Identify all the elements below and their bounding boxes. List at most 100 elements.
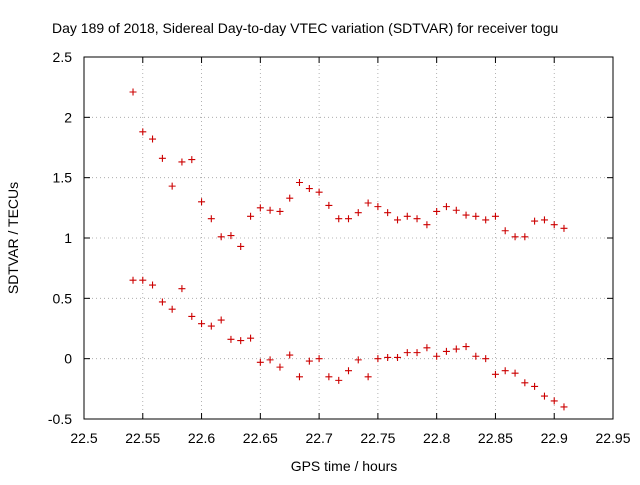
data-point	[384, 209, 392, 217]
data-point	[266, 206, 274, 214]
data-point	[423, 221, 431, 229]
chart-title: Day 189 of 2018, Sidereal Day-to-day VTE…	[52, 20, 558, 36]
data-point	[345, 367, 352, 375]
data-point	[345, 215, 352, 223]
x-tick-label: 22.55	[125, 430, 160, 446]
data-point	[540, 392, 548, 400]
data-point	[482, 355, 490, 363]
data-point	[462, 211, 470, 219]
data-point	[188, 312, 196, 320]
data-point	[335, 376, 343, 384]
data-point	[452, 206, 460, 214]
data-point	[178, 158, 186, 166]
series-lower	[129, 276, 568, 411]
axis-ticks	[83, 56, 614, 420]
data-point	[305, 185, 313, 193]
data-point	[491, 212, 499, 220]
data-point	[315, 355, 323, 363]
data-point	[413, 215, 421, 223]
data-point	[531, 382, 539, 390]
data-point	[442, 347, 450, 355]
data-point	[413, 349, 421, 357]
data-point	[501, 227, 509, 235]
y-tick-label: 0.5	[53, 290, 73, 306]
data-point	[149, 281, 157, 289]
series-upper	[129, 88, 568, 250]
y-tick-label: 1	[64, 230, 72, 246]
y-axis-label: SDTVAR / TECUs	[5, 182, 21, 294]
data-point	[472, 212, 480, 220]
data-point	[433, 207, 441, 215]
data-points	[129, 88, 568, 411]
data-point	[521, 379, 529, 387]
data-point	[237, 337, 245, 345]
data-point	[462, 343, 470, 351]
x-axis-label: GPS time / hours	[291, 458, 398, 474]
data-point	[452, 345, 460, 353]
data-point	[295, 178, 303, 186]
data-point	[325, 373, 333, 381]
data-point	[472, 352, 480, 360]
data-point	[256, 204, 264, 212]
data-point	[531, 217, 539, 225]
data-point	[198, 320, 206, 328]
data-point	[550, 221, 558, 229]
x-tick-label: 22.65	[243, 430, 278, 446]
data-point	[207, 215, 215, 223]
data-point	[276, 207, 284, 215]
data-point	[129, 276, 137, 284]
data-point	[325, 201, 333, 209]
data-point	[364, 373, 372, 381]
data-point	[158, 154, 166, 162]
data-point	[403, 349, 411, 357]
data-point	[295, 373, 303, 381]
data-point	[276, 363, 284, 371]
data-point	[286, 194, 294, 202]
data-point	[139, 128, 147, 136]
data-point	[550, 397, 558, 405]
data-point	[394, 353, 402, 361]
data-point	[139, 276, 147, 284]
data-point	[403, 212, 411, 220]
data-point	[168, 305, 176, 313]
data-point	[384, 353, 392, 361]
data-point	[227, 335, 235, 343]
data-point	[374, 355, 382, 363]
grid	[84, 57, 613, 419]
data-point	[227, 232, 235, 240]
x-tick-label: 22.5	[70, 430, 97, 446]
data-point	[354, 356, 362, 364]
data-point	[286, 351, 294, 359]
y-tick-label: 0	[64, 351, 72, 367]
data-point	[364, 199, 372, 207]
data-point	[501, 367, 509, 375]
x-tick-label: 22.7	[305, 430, 332, 446]
data-point	[521, 233, 529, 241]
data-point	[354, 209, 362, 217]
x-tick-label: 22.75	[360, 430, 395, 446]
data-point	[482, 216, 490, 224]
x-tick-label: 22.6	[188, 430, 215, 446]
y-tick-label: -0.5	[48, 411, 72, 427]
y-axis-tick-labels: -0.5 0 0.5 1 1.5 2 2.5	[48, 49, 72, 427]
data-point	[217, 316, 225, 324]
data-point	[149, 135, 157, 143]
data-point	[158, 298, 166, 306]
y-tick-label: 1.5	[53, 170, 73, 186]
data-point	[247, 334, 255, 342]
y-tick-label: 2	[64, 109, 72, 125]
data-point	[560, 403, 568, 411]
data-point	[394, 216, 402, 224]
data-point	[511, 369, 519, 377]
data-point	[491, 370, 499, 378]
data-point	[168, 182, 176, 190]
data-point	[315, 188, 323, 196]
data-point	[217, 233, 225, 241]
data-point	[256, 358, 264, 366]
data-point	[207, 322, 215, 330]
data-point	[247, 212, 255, 220]
y-tick-label: 2.5	[53, 49, 73, 65]
x-tick-label: 22.95	[595, 430, 630, 446]
data-point	[198, 198, 206, 206]
